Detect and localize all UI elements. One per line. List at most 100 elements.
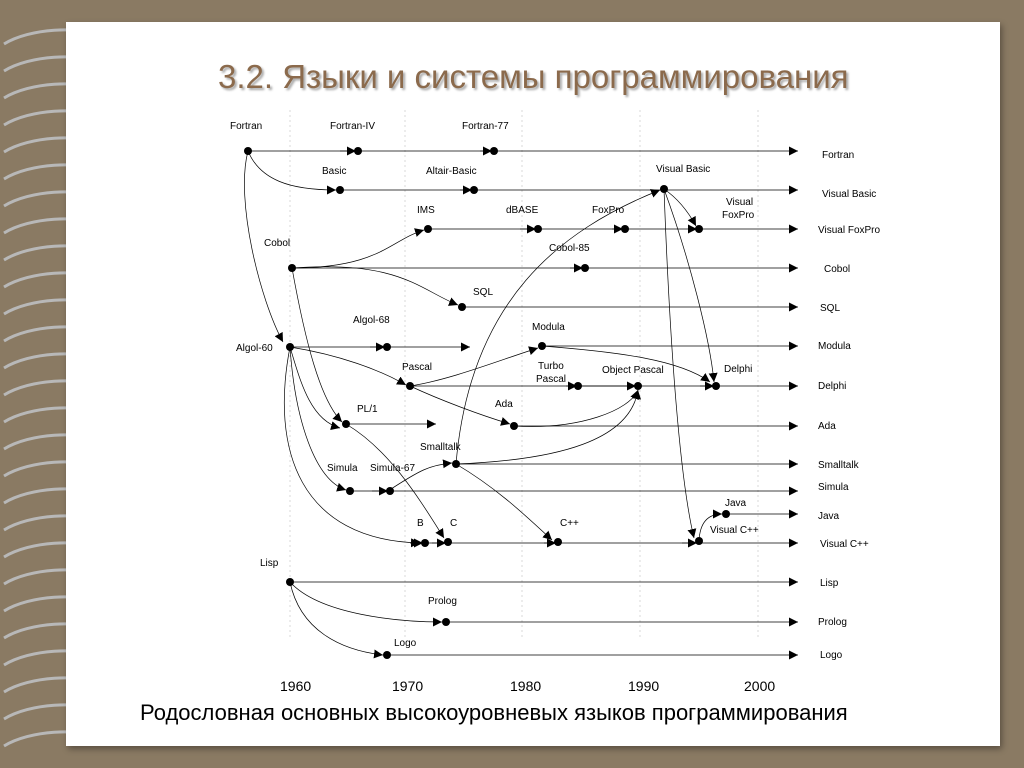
- node-dot-fortran77: [490, 147, 498, 155]
- row-label: Modula: [818, 341, 851, 352]
- edge-simula67-smalltalk: [387, 459, 453, 492]
- node-dot-ada: [510, 422, 518, 430]
- edge-smalltalk-vbasic: [455, 189, 661, 465]
- edge-algol60-pl1: [289, 346, 341, 431]
- node-dot-cobol85: [581, 264, 589, 272]
- row-label: Simula: [818, 482, 849, 493]
- edge-modula-delphi: [541, 345, 711, 383]
- node-dot-fortran4: [354, 147, 362, 155]
- slide-page: [66, 22, 1000, 746]
- node-dot-simula: [346, 487, 354, 495]
- node-dot-java: [722, 510, 730, 518]
- node-label: Lisp: [260, 558, 279, 569]
- edge-cobol-sql: [291, 266, 459, 306]
- node-label: Altair-Basic: [426, 166, 477, 177]
- node-label: Basic: [322, 166, 346, 177]
- node-label: Simula: [327, 463, 358, 474]
- node-dot-pascal: [406, 382, 414, 390]
- node-label: Ada: [495, 399, 513, 410]
- row-label: Prolog: [818, 617, 847, 628]
- node-dot-delphi: [712, 382, 720, 390]
- node-label: Cobol: [264, 238, 290, 249]
- year-label: 1960: [280, 678, 311, 694]
- node-dot-cobol: [288, 264, 296, 272]
- node-dot-c: [444, 538, 452, 546]
- edge-lisp-logo: [289, 581, 384, 659]
- edge-vcpp-java: [698, 509, 723, 542]
- node-dot-modula: [538, 342, 546, 350]
- row-label: Ada: [818, 421, 836, 432]
- node-dot-algol60: [286, 343, 294, 351]
- node-label: C++: [560, 518, 579, 529]
- node-label: Fortran-IV: [330, 121, 375, 132]
- row-label: Visual FoxPro: [818, 225, 881, 236]
- row-label: Lisp: [820, 578, 839, 589]
- edge-pascal-ada: [409, 385, 511, 426]
- node-label: Smalltalk: [420, 442, 462, 453]
- node-label: Visual Basic: [656, 164, 710, 175]
- node-label: Visual C++: [710, 525, 759, 536]
- node-dot-b: [421, 539, 429, 547]
- edge-algol60-pascal: [289, 346, 407, 386]
- edge-smalltalk-objpascal: [455, 389, 642, 465]
- edge-fortran-basic: [247, 150, 337, 195]
- year-label: 2000: [744, 678, 775, 694]
- node-dot-turbopascal: [574, 382, 582, 390]
- node-label: Cobol-85: [549, 243, 590, 254]
- node-label-turbopascal: Turbo Pascal: [536, 361, 567, 385]
- node-label: IMS: [417, 205, 435, 216]
- node-label: dBASE: [506, 205, 539, 216]
- edge-ada-objpascal: [513, 389, 639, 427]
- node-dot-altair: [470, 186, 478, 194]
- diagram-caption: Родословная основных высокоуровневых язы…: [140, 700, 848, 725]
- node-label: Fortran-77: [462, 121, 509, 132]
- node-dot-basic: [336, 186, 344, 194]
- node-label: Prolog: [428, 596, 457, 607]
- node-dot-algol68: [383, 343, 391, 351]
- node-dot-vfoxpro: [695, 225, 703, 233]
- node-label: Java: [725, 498, 747, 509]
- node-dot-foxpro: [621, 225, 629, 233]
- node-dot-prolog: [442, 618, 450, 626]
- node-dot-ims: [424, 225, 432, 233]
- year-label: 1980: [510, 678, 541, 694]
- row-label: Delphi: [818, 381, 846, 392]
- row-label: Visual Basic: [822, 189, 876, 200]
- node-label: FoxPro: [592, 205, 625, 216]
- edge-vbasic-vcpp: [663, 188, 697, 539]
- node-dot-cpp: [554, 538, 562, 546]
- node-label: Pascal: [402, 362, 432, 373]
- edge-fortran-algol60: [244, 150, 284, 343]
- year-label: 1970: [392, 678, 423, 694]
- node-dot-sql: [458, 303, 466, 311]
- row-label: Fortran: [822, 150, 854, 161]
- row-label: Visual C++: [820, 539, 869, 550]
- node-dot-dbase: [534, 225, 542, 233]
- year-label: 1990: [628, 678, 659, 694]
- edge-pl1-c: [345, 423, 445, 539]
- row-label: Logo: [820, 650, 843, 661]
- node-label: Modula: [532, 322, 565, 333]
- edge-algol60-simula: [289, 346, 347, 492]
- row-label: Java: [818, 511, 840, 522]
- node-label: C: [450, 518, 457, 529]
- node-label: Simula-67: [370, 463, 415, 474]
- edge-algol60-b: [284, 346, 421, 548]
- node-label-vfoxpro: Visual FoxPro: [722, 197, 756, 221]
- node-dot-vcpp: [695, 537, 703, 545]
- edge-pascal-modula: [409, 346, 539, 387]
- node-dot-pl1: [342, 420, 350, 428]
- year-gridlines: [289, 110, 759, 640]
- row-label: Cobol: [824, 264, 850, 275]
- node-dot-objpascal: [634, 382, 642, 390]
- node-label: Object Pascal: [602, 365, 664, 376]
- node-dot-simula67: [386, 487, 394, 495]
- edge-smalltalk-cpp: [455, 463, 553, 541]
- node-dot-smalltalk: [452, 460, 460, 468]
- edge-vbasic-delphi: [663, 188, 718, 383]
- edge-cobol-pl1: [291, 267, 343, 423]
- edge-lisp-prolog: [289, 581, 443, 627]
- node-dot-lisp: [286, 578, 294, 586]
- edge-cobol-ims: [291, 228, 425, 269]
